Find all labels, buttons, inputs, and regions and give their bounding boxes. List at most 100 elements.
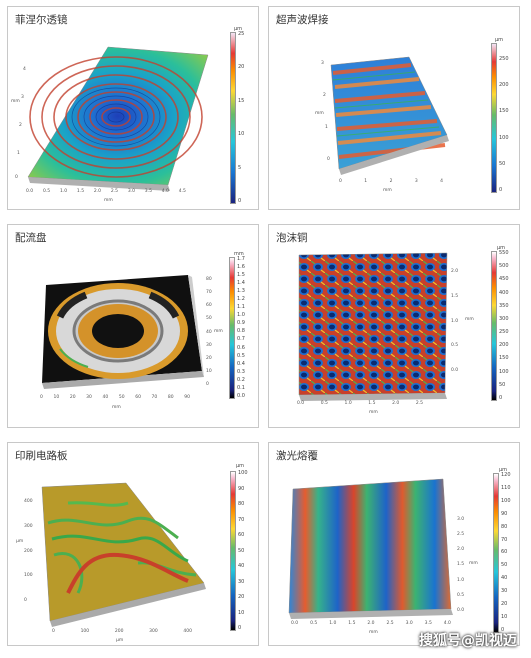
watermark: 搜狐号@凯视迈 xyxy=(419,633,517,649)
colorbar-ticks: 100 90 80 70 60 50 40 30 20 10 0 xyxy=(238,470,248,631)
panel-title: 超声波焊接 xyxy=(276,14,329,26)
x-tick: 0 xyxy=(40,395,43,400)
colorbar-ticks: 1.7 1.6 1.5 1.4 1.3 1.2 1.1 1.0 0.9 0.8 … xyxy=(237,256,245,399)
colorbar-ticks: 25 20 15 10 5 0 xyxy=(238,31,245,204)
panel-pcb: 印刷电路板 400 300 200 100 0 µm 0 100 200 300… xyxy=(7,442,259,646)
x-axis-label: mm xyxy=(369,630,378,635)
x-tick: 200 xyxy=(114,629,124,634)
x-tick: 2.5 xyxy=(110,189,119,194)
x-tick: 1.0 xyxy=(329,621,337,626)
x-axis-ticks: 0 1 2 3 4 xyxy=(339,179,443,184)
panel-title: 印刷电路板 xyxy=(15,450,68,462)
y-axis-tick: 1 xyxy=(325,125,328,130)
x-tick: 70 xyxy=(151,395,158,400)
x-axis-label: mm xyxy=(112,405,121,410)
panel-ultrasonic-weld: 超声波焊接 3 2 1 0 mm 0 1 2 3 4 mm µm xyxy=(268,6,520,210)
x-tick: 30 xyxy=(86,395,92,400)
panel-copper-foam: 泡沫铜 0.0 0.5 1.0 1.5 2.0 2.5 mm 2.0 1.5 1… xyxy=(268,224,520,428)
x-axis-ticks: 0.0 0.5 1.0 1.5 2.0 2.5 xyxy=(297,401,423,406)
x-axis-label: mm xyxy=(104,198,113,203)
y-axis-tick: 0 xyxy=(15,175,18,180)
y-axis-label: µm xyxy=(16,539,24,544)
colorbar-ticks: 550 500 450 400 350 300 250 200 150 100 … xyxy=(499,250,509,401)
y-axis-tick: 0 xyxy=(327,157,330,162)
x-tick: 1.0 xyxy=(59,189,68,194)
laser-cladding-surface-image xyxy=(288,478,453,619)
y-axis-ticks: 400 300 200 100 0 xyxy=(24,499,33,603)
x-tick: 2.5 xyxy=(415,401,423,406)
x-tick: 1.5 xyxy=(368,401,376,406)
panel-title: 菲涅尔透镜 xyxy=(15,14,68,26)
x-tick: 2.5 xyxy=(386,621,394,626)
colorbar xyxy=(230,471,236,631)
colorbar-unit: µm xyxy=(234,26,243,32)
x-tick: 1.0 xyxy=(344,401,352,406)
x-tick: 0.0 xyxy=(297,401,305,406)
weld-surface-image xyxy=(330,56,449,175)
y-axis-label: mm xyxy=(315,111,324,116)
x-tick: 80 xyxy=(167,395,174,400)
x-tick: 100 xyxy=(80,629,90,634)
panel-title: 配流盘 xyxy=(15,232,47,244)
y-axis-label: mm xyxy=(469,561,478,566)
colorbar xyxy=(230,32,236,204)
y-axis-label: mm xyxy=(465,317,474,322)
x-tick: 20 xyxy=(69,395,76,400)
x-axis-label: mm xyxy=(383,188,392,193)
y-axis-tick: 2 xyxy=(19,123,22,128)
x-tick: 3.5 xyxy=(424,621,432,626)
y-axis-tick: 2 xyxy=(323,93,326,98)
x-axis-label: mm xyxy=(369,410,378,415)
colorbar-unit: µm xyxy=(236,463,245,469)
x-tick: 50 xyxy=(118,395,125,400)
y-axis-ticks: 80 70 60 50 40 30 20 10 0 xyxy=(206,277,212,387)
pcb-surface-image xyxy=(41,482,206,627)
x-tick: 40 xyxy=(102,395,109,400)
x-tick: 2.0 xyxy=(392,401,400,406)
panel-laser-cladding: 激光熔覆 0.0 0.5 1.0 1.5 2.0 2.5 3.0 3.5 4.0… xyxy=(268,442,520,646)
colorbar xyxy=(493,473,499,633)
x-tick: 1 xyxy=(364,179,368,184)
x-tick: 0.0 xyxy=(26,189,34,194)
colorbar-ticks: 250 200 150 100 50 0 xyxy=(499,56,509,193)
panel-title: 泡沫铜 xyxy=(276,232,308,244)
x-axis-ticks: 0 100 200 300 400 xyxy=(52,629,192,634)
x-tick: 300 xyxy=(149,629,158,634)
x-tick: 90 xyxy=(184,395,190,400)
x-tick: 0 xyxy=(52,629,55,634)
x-axis-label: µm xyxy=(116,638,124,643)
x-tick: 3.5 xyxy=(144,189,152,194)
fresnel-surface-image xyxy=(27,46,209,191)
x-tick: 0.5 xyxy=(310,621,318,626)
x-axis-ticks: 0.0 0.5 1.0 1.5 2.0 2.5 3.0 3.5 4.0 4.5 xyxy=(26,189,186,194)
y-axis-tick: 1 xyxy=(17,151,20,156)
x-tick: 60 xyxy=(135,395,141,400)
y-axis-label: mm xyxy=(11,99,20,104)
colorbar-unit: µm xyxy=(499,467,508,473)
colorbar-ticks: 120 110 100 90 80 70 60 50 40 30 20 10 0 xyxy=(501,472,511,633)
y-axis-tick: 3 xyxy=(321,61,324,66)
panel-fresnel-lens: 菲涅尔透镜 4 3 2 1 0 mm xyxy=(7,6,259,210)
x-tick: 2 xyxy=(389,179,393,184)
x-tick: 400 xyxy=(183,629,192,634)
y-axis-ticks: 2.0 1.5 1.0 0.5 0.0 xyxy=(451,269,459,373)
x-tick: 2.0 xyxy=(93,189,102,194)
x-tick: 3 xyxy=(414,179,418,184)
colorbar-unit: mm xyxy=(234,251,244,257)
panel-valve-plate: 配流盘 0 10 20 30 40 50 60 70 80 90 mm 80 7… xyxy=(7,224,259,428)
x-tick: 0.0 xyxy=(291,621,299,626)
x-tick: 4.0 xyxy=(443,621,451,626)
x-tick: 3.0 xyxy=(127,189,135,194)
y-axis-ticks: 3.0 2.5 2.0 1.5 1.0 0.5 0.0 xyxy=(457,517,465,613)
panel-title: 激光熔覆 xyxy=(276,450,318,462)
x-tick: 4.0 xyxy=(161,189,169,194)
x-axis-ticks: 0 10 20 30 40 50 60 70 80 90 xyxy=(40,395,190,400)
y-axis-tick: 4 xyxy=(23,67,26,72)
colorbar-unit: µm xyxy=(495,37,504,43)
valve-plate-surface-image xyxy=(42,275,204,389)
x-tick: 1.5 xyxy=(76,189,85,194)
x-tick: 0.5 xyxy=(42,189,51,194)
y-axis-tick: 3 xyxy=(21,95,24,100)
y-axis-label: mm xyxy=(214,329,223,334)
x-tick: 0 xyxy=(339,179,342,184)
